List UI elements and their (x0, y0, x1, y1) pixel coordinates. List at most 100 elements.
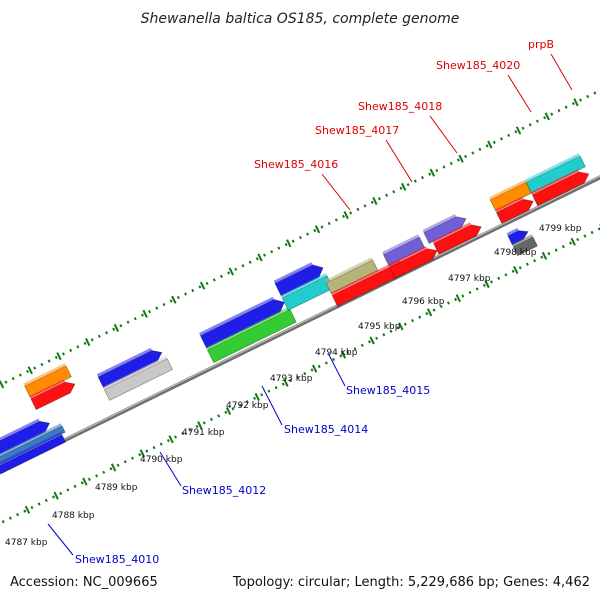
tick-mark (283, 378, 289, 387)
gene-purple-box-bevel (382, 234, 420, 255)
gene-orange-box[interactable] (23, 363, 72, 398)
gene-label-leader (321, 173, 351, 211)
gene-red-arrow-bevel (495, 196, 524, 213)
backbone-line (0, 175, 600, 472)
gene-blue-arrow-shape[interactable] (274, 264, 324, 297)
ruler-label: 4789 kbp (95, 483, 138, 493)
gene-label[interactable]: Shew185_4015 (346, 384, 430, 397)
gene-darkgray-box-bevel (511, 234, 533, 247)
gene-label[interactable]: Shew185_4020 (436, 59, 520, 72)
tick-mark (0, 380, 5, 389)
gene-label-leader (507, 74, 532, 113)
gene-cyan-box[interactable] (524, 153, 586, 194)
gene-label-leader (385, 139, 413, 183)
gene-red-arrow[interactable] (388, 246, 438, 279)
gene-red-arrow[interactable] (531, 169, 590, 207)
tick-mark (171, 295, 177, 304)
gene-cyan-box-bevel (524, 153, 581, 183)
tick-mark (570, 237, 576, 246)
tick-mark (286, 239, 292, 248)
gene-red-arrow[interactable] (29, 379, 76, 411)
ruler-label: 4790 kbp (140, 455, 183, 465)
gene-label-leader (327, 352, 346, 387)
gene-purple-arrow-bevel (422, 214, 457, 233)
gene-blue-arrow[interactable] (199, 296, 285, 349)
gene-label[interactable]: Shew185_4018 (358, 100, 442, 113)
tick-mark (544, 112, 550, 121)
ruler-label: 4795 kbp (358, 322, 401, 332)
tick-mark (429, 168, 436, 177)
gene-label[interactable]: Shew185_4012 (182, 484, 266, 497)
gene-blue-arrow-bevel (199, 296, 275, 336)
genome-summary-text: Topology: circular; Length: 5,229,686 bp… (232, 575, 590, 590)
gene-darkgray-box-shape[interactable] (512, 236, 538, 257)
gene-blue-arrow[interactable] (0, 418, 51, 458)
gene-label[interactable]: Shew185_4014 (284, 423, 368, 436)
gene-red-arrow-bevel (388, 246, 428, 268)
genome-map: 4787 kbp 4788 kbp 4789 kbp 4790 kbp 4791 kbp… (0, 38, 600, 566)
gene-blue-arrow[interactable] (96, 347, 163, 389)
tick-mark (56, 352, 62, 361)
tick-mark (110, 463, 117, 472)
tick-mark (515, 126, 522, 135)
tick-mark (487, 140, 493, 149)
gene-purple-arrow-shape[interactable] (423, 216, 467, 244)
gene-blue-box-bevel (0, 432, 62, 466)
gene-blue-arrow-bevel (0, 418, 40, 441)
map-title: Shewanella baltica OS185, complete genom… (141, 11, 460, 27)
forward-tick-track (0, 89, 600, 387)
tick-mark (53, 491, 59, 500)
gene-label-leader (261, 385, 283, 426)
ruler-label: 4796 kbp (402, 297, 445, 307)
gene-cyan-box-bevel (280, 273, 327, 298)
ruler-label: 4791 kbp (182, 428, 225, 438)
tick-mark (113, 323, 120, 332)
gene-label-leader (159, 451, 182, 487)
tick-mark (199, 281, 206, 290)
gene-label[interactable]: prpB (528, 38, 554, 51)
tick-mark (455, 294, 461, 303)
gene-red-arrow-shape[interactable] (389, 248, 438, 279)
gene-blue-arrow-bevel (506, 227, 519, 236)
tick-mark (142, 309, 148, 318)
gene-red-arrow-shape[interactable] (495, 198, 534, 224)
gene-red-arrow-bevel (432, 222, 472, 244)
tick-mark (168, 435, 174, 444)
gene-purple-arrow[interactable] (422, 214, 467, 244)
tick-mark (573, 98, 579, 107)
tick-mark (85, 338, 91, 347)
gene-blue-box[interactable] (0, 432, 67, 475)
tick-mark (398, 322, 404, 331)
ruler-label: 4797 kbp (448, 274, 491, 284)
gene-red-arrow[interactable] (495, 196, 534, 224)
gene-label[interactable]: Shew185_4010 (75, 553, 159, 566)
tick-mark (312, 364, 318, 373)
gene-label[interactable]: Shew185_4017 (315, 124, 399, 137)
reverse-tick-track (1, 227, 600, 524)
gene-red-arrow-shape[interactable] (433, 224, 482, 255)
gene-darkgray-box[interactable] (511, 234, 538, 257)
gene-blue-arrow-shape[interactable] (0, 420, 51, 457)
gene-khaki-box-bevel (324, 257, 373, 283)
gene-green-box[interactable] (206, 306, 297, 364)
tick-mark (484, 280, 490, 289)
ruler-label: 4794 kbp (315, 348, 358, 358)
tick-mark (340, 350, 347, 359)
backbone-line (0, 175, 600, 475)
tick-mark (372, 196, 378, 206)
gene-blue-arrow[interactable] (506, 227, 529, 246)
tick-mark (369, 336, 375, 345)
gene-label[interactable]: Shew185_4016 (254, 158, 338, 171)
gene-red-arrow[interactable] (432, 222, 482, 255)
ruler-label: 4788 kbp (52, 511, 95, 521)
tick-mark (27, 366, 33, 375)
gene-gray-box[interactable] (103, 356, 174, 401)
gene-orange-box-bevel (23, 363, 67, 387)
tick-mark (513, 265, 519, 275)
tick-mark (228, 267, 234, 276)
gene-blue-arrow[interactable] (273, 262, 324, 297)
tick-mark (426, 308, 433, 317)
ruler-label: 4793 kbp (270, 374, 313, 384)
gene-label-leader (429, 115, 458, 154)
gene-gray-box-shape[interactable] (103, 358, 174, 401)
